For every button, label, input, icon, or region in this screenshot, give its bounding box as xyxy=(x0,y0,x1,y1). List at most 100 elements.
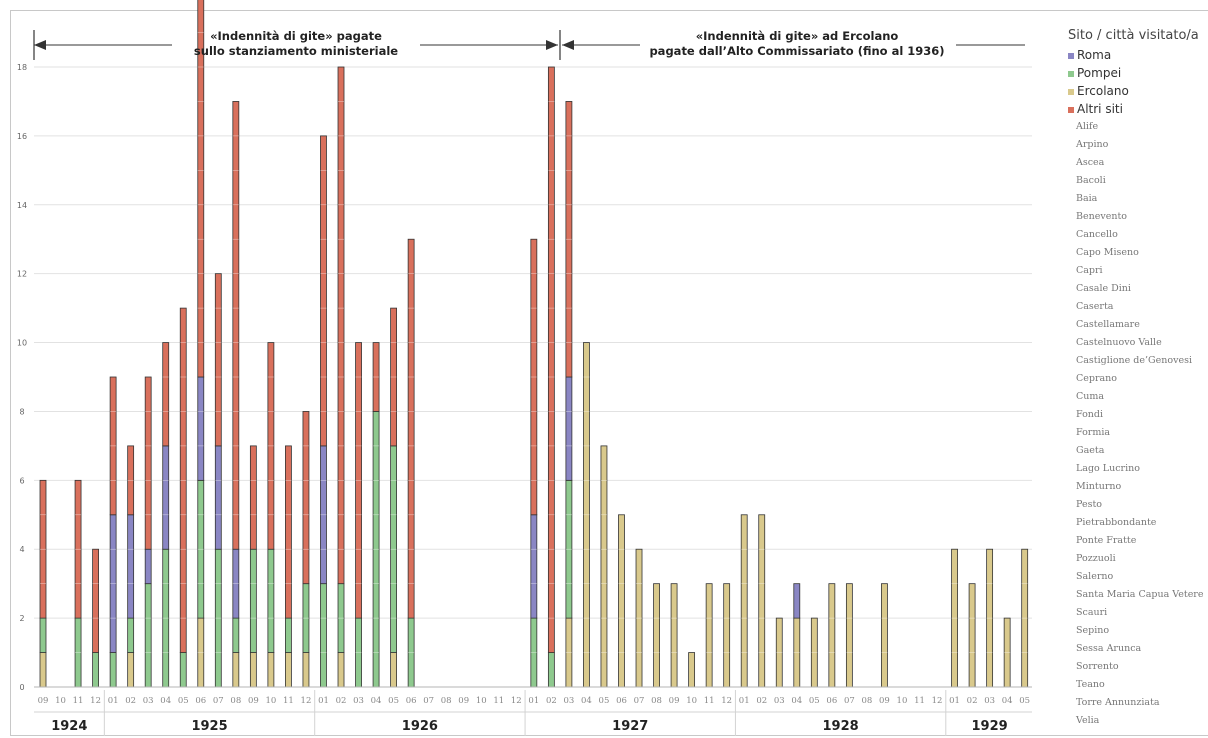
legend-site-item: Ceprano xyxy=(1076,373,1118,384)
x-tick-label: 12 xyxy=(932,696,943,706)
x-tick-label: 12 xyxy=(90,696,101,706)
x-tick-label: 11 xyxy=(493,696,504,706)
x-tick-label: 10 xyxy=(265,696,276,706)
bar-segment xyxy=(92,548,99,653)
x-tick-label: 01 xyxy=(949,696,960,706)
x-tick-label: 05 xyxy=(178,696,189,706)
x-tick-label: 03 xyxy=(353,696,364,706)
bar-segment xyxy=(127,514,135,619)
bar-segment xyxy=(320,135,327,447)
bar-segment xyxy=(302,411,310,585)
legend-site-item: Formia xyxy=(1076,427,1111,438)
legend-entry: Ercolano xyxy=(1068,82,1208,100)
legend-site-item: Castelnuovo Valle xyxy=(1076,337,1162,348)
bar-segment xyxy=(285,617,292,653)
bar-segment xyxy=(39,652,47,688)
bar-segment xyxy=(968,583,976,688)
y-tick-label: 12 xyxy=(17,270,27,279)
bar-segment xyxy=(214,273,222,447)
y-tick-label: 0 xyxy=(19,683,24,692)
legend-site-item: Gaeta xyxy=(1076,445,1105,456)
legend-site-item: Castellamare xyxy=(1076,319,1140,330)
bar-segment xyxy=(653,583,660,688)
x-tick-label: 01 xyxy=(318,696,329,706)
x-tick-label: 08 xyxy=(651,696,662,706)
x-tick-label: 11 xyxy=(73,696,84,706)
bar-segment xyxy=(162,342,170,447)
x-tick-label: 09 xyxy=(248,696,259,706)
x-tick-label: 10 xyxy=(476,696,487,706)
bar-segment xyxy=(705,583,713,688)
x-tick-label: 03 xyxy=(774,696,785,706)
x-tick-label: 04 xyxy=(371,696,382,706)
bar-segment xyxy=(390,652,398,688)
bar-segment xyxy=(232,652,240,688)
x-tick-label: 05 xyxy=(388,696,399,706)
x-tick-label: 02 xyxy=(967,696,978,706)
legend-site-item: Capo Miseno xyxy=(1076,247,1139,258)
legend-site-item: Sorrento xyxy=(1076,661,1119,672)
bar-segment xyxy=(39,617,47,653)
legend-site-item: Baia xyxy=(1076,193,1098,204)
legend-site-item: Velia xyxy=(1076,715,1100,726)
x-tick-label: 02 xyxy=(336,696,347,706)
x-tick-label: 12 xyxy=(721,696,732,706)
bar-segment xyxy=(547,66,555,653)
annotation-text: pagate dall’Alto Commissariato (fino al … xyxy=(649,44,944,58)
bar-segment xyxy=(232,617,240,653)
legend-site-item: Cuma xyxy=(1076,391,1105,402)
legend-site-item: Sepino xyxy=(1076,625,1110,636)
legend-site-item: Pietrabbondante xyxy=(1076,517,1157,528)
year-label: 1926 xyxy=(402,719,438,734)
y-tick-label: 16 xyxy=(17,132,27,141)
x-tick-label: 02 xyxy=(125,696,136,706)
legend-label: Ercolano xyxy=(1077,84,1129,98)
x-tick-label: 06 xyxy=(826,696,837,706)
legend-title: Sito / città visitato/a xyxy=(1068,28,1199,43)
x-tick-label: 06 xyxy=(406,696,417,706)
legend-label: Altri siti xyxy=(1077,102,1123,116)
x-tick-label: 07 xyxy=(213,696,224,706)
year-label: 1927 xyxy=(612,719,648,734)
bar-segment xyxy=(881,583,888,688)
x-tick-label: 10 xyxy=(897,696,908,706)
bar-segment xyxy=(249,548,257,653)
x-tick-label: 04 xyxy=(791,696,802,706)
x-tick-label: 05 xyxy=(599,696,610,706)
bar-segment xyxy=(249,445,257,550)
x-tick-label: 03 xyxy=(563,696,574,706)
x-tick-label: 05 xyxy=(1019,696,1030,706)
bar-segment xyxy=(232,101,240,550)
bar-segment xyxy=(162,445,170,550)
y-tick-label: 6 xyxy=(19,476,24,485)
legend-site-item: Ascea xyxy=(1076,157,1105,168)
bar-segment xyxy=(688,652,696,688)
bar-segment xyxy=(740,514,748,688)
x-tick-label: 07 xyxy=(844,696,855,706)
x-tick-label: 06 xyxy=(616,696,627,706)
legend: Sito / città visitato/a Roma Pompei Ercola… xyxy=(1068,28,1208,730)
legend-site-item: Capri xyxy=(1076,265,1103,276)
legend-series-list: Roma Pompei Ercolano Altri siti xyxy=(1068,46,1208,118)
bar-segment xyxy=(320,583,327,688)
legend-site-item: Fondi xyxy=(1076,409,1104,420)
legend-site-item: Benevento xyxy=(1076,211,1127,222)
annotation-text: «Indennità di gite» ad Ercolano xyxy=(696,29,899,43)
bar-segment xyxy=(337,652,345,688)
bar-segment xyxy=(302,652,310,688)
bar-segment xyxy=(618,514,625,688)
annotation-text: «Indennità di gite» pagate xyxy=(210,29,382,43)
bar-segment xyxy=(407,238,415,619)
y-tick-label: 10 xyxy=(17,339,27,348)
x-tick-label: 03 xyxy=(984,696,995,706)
annotation-text: sullo stanziamento ministeriale xyxy=(194,44,398,58)
legend-site-item: Sessa Arunca xyxy=(1076,643,1142,654)
legend-site-item: Ponte Fratte xyxy=(1076,535,1137,546)
bar-segment xyxy=(179,652,187,688)
legend-entry: Roma xyxy=(1068,46,1208,64)
x-tick-label: 09 xyxy=(669,696,680,706)
legend-swatch xyxy=(1068,70,1074,77)
legend-label: Pompei xyxy=(1077,66,1122,80)
bar-segment xyxy=(127,617,135,653)
